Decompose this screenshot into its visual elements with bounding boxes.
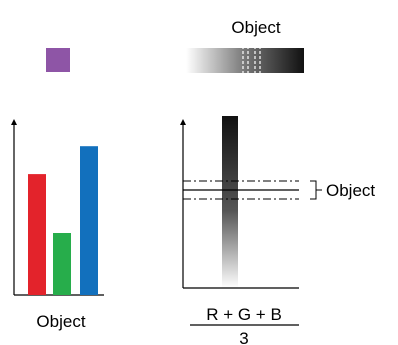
object-bracket xyxy=(310,180,322,200)
formula-denominator: 3 xyxy=(239,329,248,345)
color-swatch-icon xyxy=(46,48,70,72)
side-object-label: Object xyxy=(326,181,375,200)
bar-b xyxy=(80,146,98,295)
grayscale-gradient-strip xyxy=(186,46,304,75)
vertical-intensity-column xyxy=(222,116,238,288)
bar-g xyxy=(53,233,71,295)
bar-r xyxy=(28,174,46,295)
bar-chart xyxy=(11,119,104,296)
intensity-plot xyxy=(180,116,322,289)
top-object-label: Object xyxy=(231,18,280,37)
bottom-object-label: Object xyxy=(36,312,85,331)
formula-numerator: R + G + B xyxy=(206,305,282,324)
